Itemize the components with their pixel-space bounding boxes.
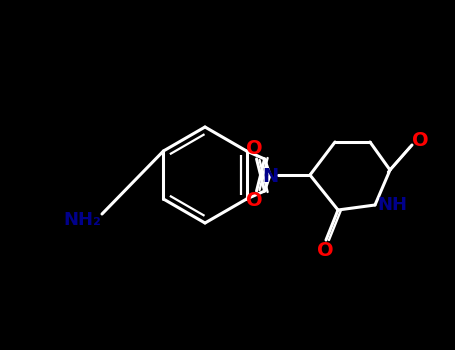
Text: O: O bbox=[246, 140, 263, 159]
Text: NH₂: NH₂ bbox=[63, 211, 101, 229]
Text: O: O bbox=[412, 131, 428, 149]
Text: N: N bbox=[262, 168, 278, 187]
Text: NH: NH bbox=[377, 196, 407, 214]
Text: O: O bbox=[317, 240, 334, 259]
Text: O: O bbox=[246, 191, 263, 210]
